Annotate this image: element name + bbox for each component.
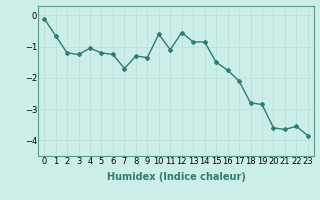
X-axis label: Humidex (Indice chaleur): Humidex (Indice chaleur) [107,172,245,182]
